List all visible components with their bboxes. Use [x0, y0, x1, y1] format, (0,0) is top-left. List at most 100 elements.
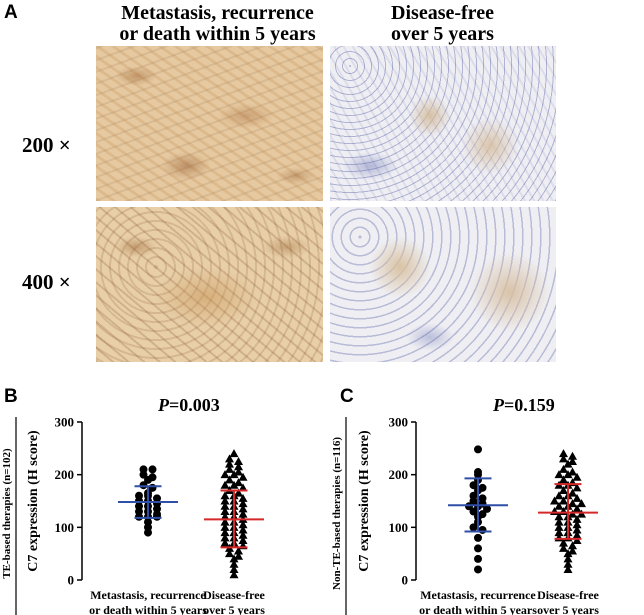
p-value-c: P=0.159	[493, 395, 555, 416]
column-title-line: over 5 years	[391, 23, 494, 45]
data-point-triangle	[577, 499, 586, 508]
data-point-triangle	[559, 543, 568, 552]
data-point-triangle	[238, 520, 248, 529]
data-point-triangle	[238, 472, 248, 481]
data-point-triangle	[229, 554, 239, 563]
p-symbol: P	[158, 395, 169, 415]
data-point-circle	[469, 491, 478, 500]
group-label: TE-based therapies (n=102)	[1, 448, 13, 579]
data-point-triangle	[220, 522, 230, 531]
data-point-triangle	[572, 520, 582, 529]
column-title-disease-free: Disease-free over 5 years	[330, 3, 555, 45]
data-point-triangle	[238, 483, 248, 492]
category-label: over 5 years	[203, 603, 265, 615]
data-point-triangle	[572, 536, 582, 544]
data-point-triangle	[563, 459, 573, 468]
data-point-triangle	[563, 549, 573, 558]
data-point-triangle	[568, 546, 577, 555]
data-point-triangle	[234, 546, 243, 555]
data-point-triangle	[559, 454, 568, 463]
data-point-triangle	[559, 464, 568, 473]
category-label: Disease-free	[203, 588, 265, 602]
data-point-triangle	[563, 564, 573, 573]
category-label: over 5 years	[537, 603, 599, 615]
y-axis-label: C7 expression (H score)	[26, 430, 41, 572]
micrograph-disease-free-200x	[330, 46, 556, 201]
magnification-label-400x: 400 ×	[22, 270, 71, 294]
data-point-triangle	[229, 564, 239, 573]
data-point-triangle	[577, 509, 586, 518]
data-point-triangle	[568, 451, 577, 460]
data-point-triangle	[568, 541, 577, 550]
data-point-triangle	[559, 538, 568, 547]
micrograph-metastasis-200x	[96, 46, 323, 201]
data-point-triangle	[572, 530, 582, 539]
y-tick-label: 200	[55, 467, 75, 482]
data-point-triangle	[220, 496, 230, 505]
category-label: Metastasis, recurrence	[90, 588, 206, 602]
data-point-triangle	[234, 462, 243, 471]
data-point-triangle	[234, 551, 243, 560]
data-point-circle	[478, 494, 487, 503]
data-point-triangle	[572, 493, 582, 502]
y-tick-label: 0	[402, 573, 409, 588]
data-point-circle	[153, 494, 161, 503]
data-point-triangle	[554, 512, 564, 521]
data-point-circle	[474, 445, 482, 454]
category-label: Disease-free	[537, 588, 599, 602]
data-point-triangle	[220, 528, 230, 537]
y-tick-label: 300	[55, 415, 75, 430]
magnification-label-200x: 200 ×	[22, 133, 71, 157]
data-point-triangle	[554, 470, 564, 479]
data-point-triangle	[225, 454, 234, 463]
p-value-number: =0.003	[169, 395, 220, 415]
data-point-triangle	[563, 559, 573, 568]
data-point-circle	[474, 565, 482, 574]
category-label: Metastasis, recurrence	[420, 588, 536, 602]
panel-letter-c: C	[340, 386, 354, 407]
micrograph-metastasis-400x	[96, 207, 323, 362]
panel-letter-a: A	[4, 2, 18, 23]
column-title-line: Disease-free	[391, 2, 494, 24]
data-point-triangle	[220, 470, 230, 479]
data-point-triangle	[238, 493, 248, 502]
data-point-triangle	[220, 533, 230, 542]
y-tick-label: 100	[55, 520, 75, 535]
p-symbol: P	[493, 395, 504, 415]
panel-letter-b: B	[4, 386, 18, 407]
data-point-triangle	[225, 549, 234, 558]
data-point-triangle	[220, 507, 230, 516]
data-point-triangle	[220, 501, 230, 510]
data-point-triangle	[559, 485, 568, 494]
data-point-triangle	[572, 525, 582, 534]
data-point-triangle	[234, 467, 243, 476]
scatter-chart-c: Non-TE-based therapies (n=116) C7 express…	[331, 415, 600, 615]
data-point-triangle	[238, 499, 248, 508]
data-point-circle	[148, 465, 157, 474]
data-point-triangle	[220, 538, 230, 547]
data-point-triangle	[225, 464, 234, 473]
data-point-circle	[469, 507, 478, 516]
data-point-circle	[474, 544, 482, 553]
category-label: or death within 5 years	[419, 603, 537, 615]
data-point-triangle	[568, 467, 577, 476]
data-point-triangle	[229, 480, 239, 489]
data-point-triangle	[229, 449, 239, 458]
data-point-triangle	[554, 501, 564, 510]
y-tick-label: 100	[389, 520, 409, 535]
data-point-circle	[474, 533, 482, 542]
data-point-triangle	[220, 480, 230, 489]
y-tick-label: 300	[389, 415, 409, 430]
data-point-triangle	[550, 496, 559, 505]
data-point-circle	[469, 481, 478, 490]
data-point-triangle	[238, 530, 248, 539]
data-point-triangle	[229, 559, 239, 568]
data-point-triangle	[563, 554, 573, 563]
data-point-triangle	[220, 491, 230, 500]
data-point-triangle	[568, 488, 577, 497]
data-point-triangle	[225, 459, 234, 468]
data-point-triangle	[229, 470, 239, 479]
data-point-triangle	[559, 449, 568, 458]
y-tick-label: 200	[389, 467, 409, 482]
data-point-circle	[469, 523, 478, 532]
